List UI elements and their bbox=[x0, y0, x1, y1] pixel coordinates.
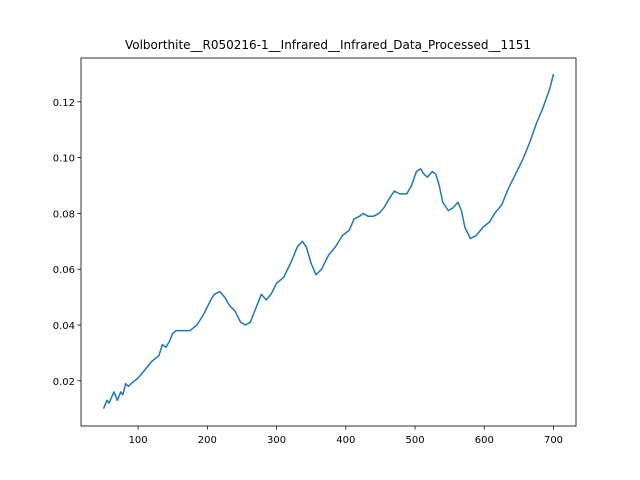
axes-frame bbox=[80, 57, 577, 427]
x-tick-label: 500 bbox=[405, 435, 424, 446]
x-tick-label: 100 bbox=[129, 435, 148, 446]
y-tick-label: 0.10 bbox=[53, 154, 75, 165]
x-tick-label: 200 bbox=[198, 435, 217, 446]
y-tick-label: 0.08 bbox=[53, 209, 75, 220]
y-tick-label: 0.06 bbox=[53, 265, 75, 276]
chart-title: Volborthite__R050216-1__Infrared__Infrar… bbox=[125, 38, 531, 52]
x-tick-label: 600 bbox=[475, 435, 494, 446]
y-tick-label: 0.04 bbox=[53, 321, 75, 332]
x-tick-label: 700 bbox=[544, 435, 563, 446]
data-line bbox=[102, 73, 555, 409]
y-tick-label: 0.12 bbox=[53, 98, 75, 109]
x-tick-label: 400 bbox=[336, 435, 355, 446]
y-tick-label: 0.02 bbox=[53, 377, 75, 388]
x-tick-label: 300 bbox=[267, 435, 286, 446]
